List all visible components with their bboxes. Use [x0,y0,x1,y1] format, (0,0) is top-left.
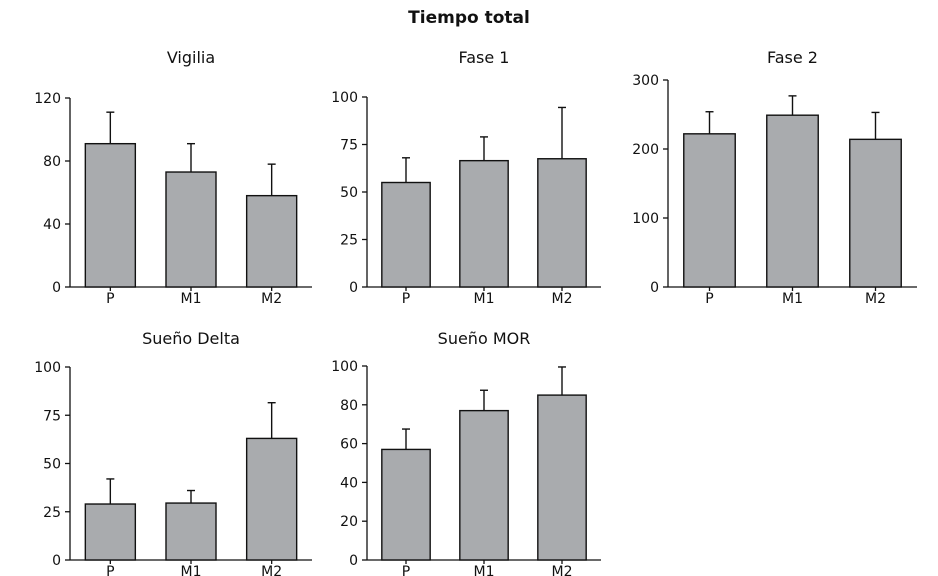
y-tick-label: 100 [34,360,61,376]
y-tick-label: 60 [340,437,358,453]
y-tick-label: 80 [340,398,358,414]
y-tick-label: 75 [340,138,358,154]
y-tick-label: 0 [349,553,358,569]
x-tick-label: P [106,291,114,307]
y-tick-label: 50 [340,185,358,201]
x-tick-label: M2 [552,291,573,307]
y-tick-label: 100 [331,359,358,375]
bar [849,138,902,288]
bar [683,133,736,288]
bar [766,114,819,288]
chart-panel-3: Fase 2 0 100 200 300 P M1 M2 [632,48,917,307]
chart-panel-5: Sueño MOR 0 20 40 60 80 100 P M1 M2 [331,329,601,576]
x-tick-label: M2 [865,291,886,307]
y-tick-label: 0 [52,553,61,569]
y-tick-label: 50 [43,457,61,473]
x-tick-label: M1 [782,291,803,307]
bar [245,437,298,561]
x-tick-label: P [705,291,713,307]
panel-title: Fase 1 [459,48,510,67]
chart-panel-4: Sueño Delta 0 25 50 75 100 P M1 M2 [34,329,312,576]
y-tick-label: 100 [632,211,659,227]
x-tick-label: P [106,564,114,576]
bar [84,503,137,561]
y-tick-label: 20 [340,514,358,530]
bar [165,502,217,561]
bar [84,142,137,288]
bar [537,394,587,561]
y-tick-label: 40 [43,217,61,233]
x-tick-label: M2 [261,564,282,576]
figure-title: Tiempo total [408,8,530,28]
x-tick-label: M1 [474,564,495,576]
y-tick-label: 25 [340,233,358,249]
x-tick-label: P [402,291,410,307]
y-tick-label: 25 [43,505,61,521]
bar [245,194,298,288]
y-tick-label: 80 [43,154,61,170]
y-tick-label: 120 [34,91,61,107]
y-tick-label: 100 [331,90,358,106]
x-tick-label: M2 [261,291,282,307]
y-tick-label: 200 [632,142,659,158]
bar [381,181,431,288]
panel-title: Fase 2 [767,48,818,67]
y-tick-label: 0 [349,280,358,296]
x-tick-label: M1 [474,291,495,307]
y-tick-label: 0 [52,280,61,296]
bar [459,159,509,288]
chart-panel-1: Vigilia 0 40 80 120 P M1 M2 [34,48,312,307]
panel-title: Vigilia [167,48,215,67]
bar [381,448,431,561]
x-tick-label: P [402,564,410,576]
x-tick-label: M1 [181,564,202,576]
panel-title: Sueño Delta [142,329,240,348]
x-tick-label: M1 [181,291,202,307]
panel-title: Sueño MOR [438,329,531,348]
bar [165,171,217,288]
x-tick-label: M2 [552,564,573,576]
y-tick-label: 300 [632,73,659,89]
bar [459,409,509,561]
chart-panel-2: Fase 1 0 25 50 75 100 P M1 M2 [331,48,601,307]
y-tick-label: 75 [43,408,61,424]
bar [537,158,587,288]
y-tick-label: 0 [650,280,659,296]
y-tick-label: 40 [340,475,358,491]
